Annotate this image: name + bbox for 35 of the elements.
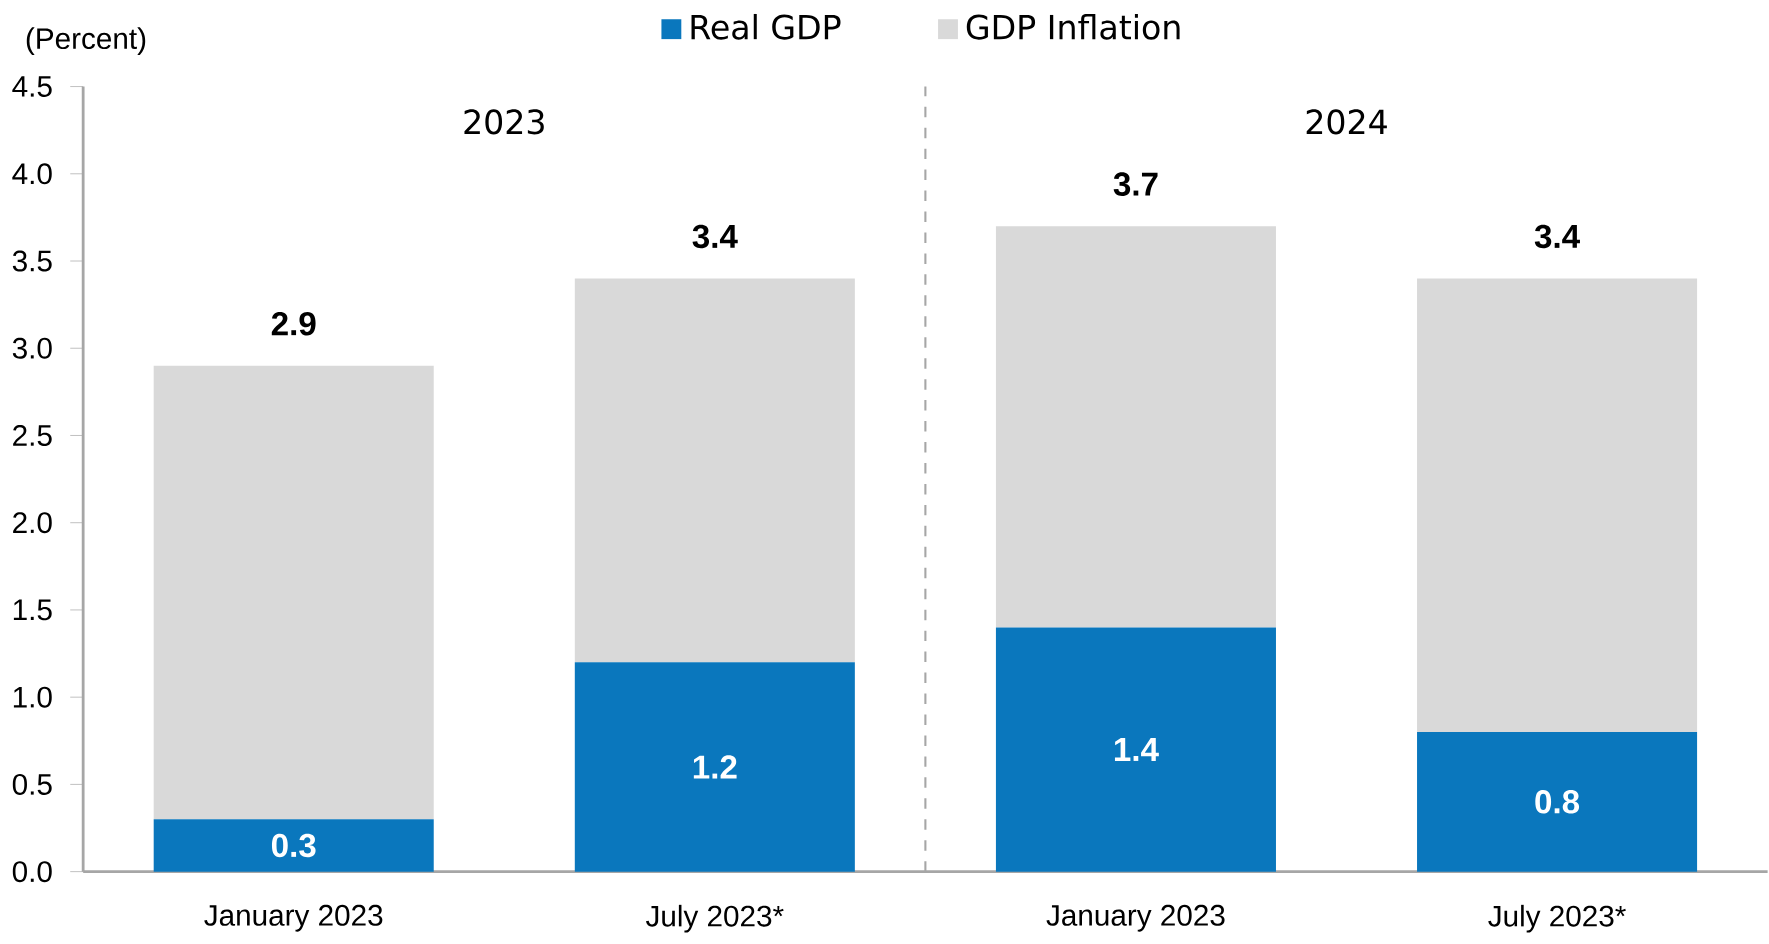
data-label: 1.2 [693, 755, 737, 779]
bar [1417, 278, 1698, 732]
bar [153, 365, 434, 820]
legend-label: GDP Inflation [966, 13, 1180, 40]
bar [1417, 731, 1698, 872]
x-tick-label: January 2023 [204, 904, 383, 932]
data-label: 0.3 [271, 833, 316, 858]
total-label: 3.4 [1534, 224, 1580, 249]
y-tick-label: 4.0 [12, 163, 52, 185]
y-tick-label: 2.5 [13, 424, 52, 446]
legend-label: Real GDP [691, 13, 841, 40]
y-tick-label: 1.0 [13, 686, 52, 708]
y-tick-label: 2.0 [13, 512, 52, 534]
x-tick-label: July 2023* [1488, 904, 1626, 933]
y-tick-label: 3.5 [12, 250, 52, 272]
annotation: 2023 [464, 109, 544, 135]
y-axis-title: (Percent) [26, 27, 146, 55]
y-tick-label: 0.5 [12, 773, 52, 795]
total-label: 2.9 [271, 311, 316, 336]
total-label: 3.4 [692, 224, 738, 249]
y-tick-label: 1.5 [13, 599, 52, 621]
bar [574, 662, 855, 872]
bar [153, 819, 434, 872]
total-label: 3.7 [1113, 172, 1158, 196]
bar [995, 627, 1276, 872]
x-tick-label: July 2023* [645, 904, 784, 933]
bar [574, 278, 855, 663]
annotation: 2024 [1306, 109, 1387, 135]
x-tick-label: January 2023 [1046, 904, 1225, 932]
data-label: 0.8 [1535, 790, 1580, 814]
y-tick-label: 0.0 [12, 861, 52, 883]
y-tick-label: 3.0 [12, 337, 52, 359]
data-label: 1.4 [1114, 738, 1159, 761]
bar [995, 226, 1276, 628]
y-tick-label: 4.5 [12, 76, 52, 97]
